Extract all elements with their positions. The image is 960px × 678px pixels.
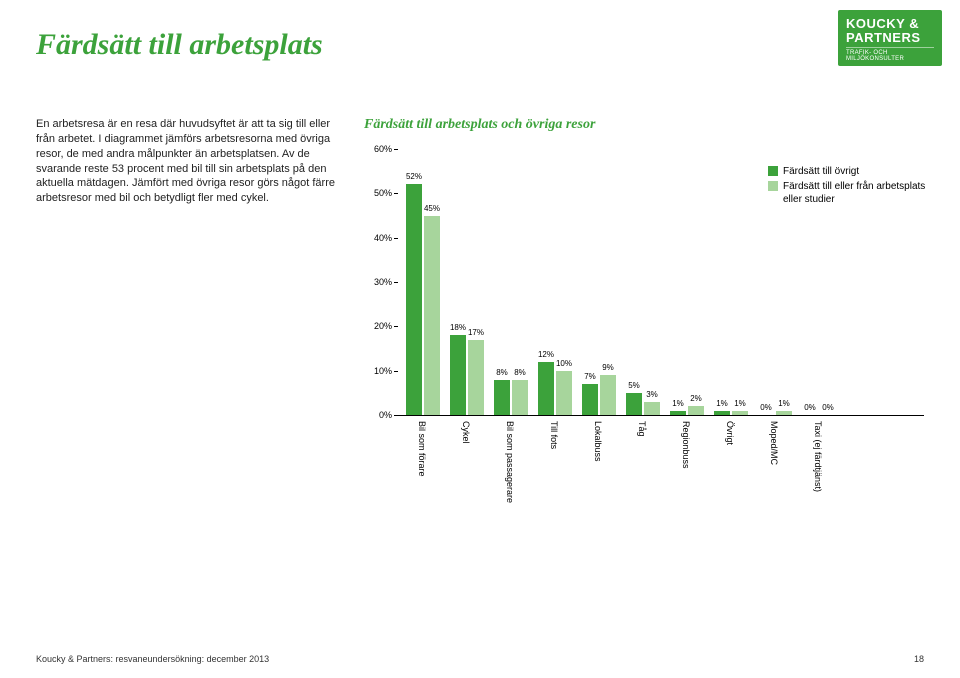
bar-value-label: 7% [578, 372, 602, 381]
chart-legend: Färdsätt till övrigt Färdsätt till eller… [768, 165, 928, 208]
category-label: Till fots [549, 421, 559, 449]
bar-value-label: 8% [508, 368, 532, 377]
legend-item: Färdsätt till övrigt [768, 165, 928, 178]
y-tick-mark [394, 282, 398, 283]
bar: 45% [424, 216, 440, 416]
y-tick-label: 30% [364, 277, 392, 287]
category-label: Moped/MC [769, 421, 779, 465]
bar: 3% [644, 402, 660, 415]
page-title: Färdsätt till arbetsplats [36, 28, 924, 61]
legend-item: Färdsätt till eller från arbetsplats ell… [768, 180, 928, 206]
category-label: Regionbuss [681, 421, 691, 469]
bar: 12% [538, 362, 554, 415]
chart-column: Färdsätt till arbetsplats och övriga res… [364, 117, 924, 499]
bar-value-label: 45% [420, 204, 444, 213]
y-tick-label: 60% [364, 144, 392, 154]
y-tick-mark [394, 371, 398, 372]
bar-value-label: 12% [534, 350, 558, 359]
category-label: Tåg [637, 421, 647, 437]
bar: 8% [512, 380, 528, 415]
bar-value-label: 5% [622, 381, 646, 390]
chart-title: Färdsätt till arbetsplats och övriga res… [364, 117, 924, 133]
legend-swatch [768, 166, 778, 176]
logo-line3: TRAFIK- OCH MILJÖKONSULTER [846, 47, 934, 62]
bar-value-label: 3% [640, 390, 664, 399]
y-tick-mark [394, 326, 398, 327]
chart-area: 52%45%18%17%8%8%12%10%7%9%5%3%1%2%1%1%0%… [364, 139, 924, 499]
body-text: En arbetsresa är en resa där huvudsyftet… [36, 117, 340, 206]
bar: 10% [556, 371, 572, 415]
bar: 17% [468, 340, 484, 415]
bar-value-label: 2% [684, 394, 708, 403]
footer-left: Koucky & Partners: resvaneundersökning: … [36, 654, 269, 664]
legend-label: Färdsätt till eller från arbetsplats ell… [783, 180, 928, 206]
bar: 18% [450, 335, 466, 415]
legend-swatch [768, 181, 778, 191]
y-tick-label: 10% [364, 366, 392, 376]
brand-logo: KOUCKY & PARTNERS TRAFIK- OCH MILJÖKONSU… [838, 10, 942, 66]
logo-line2: PARTNERS [846, 30, 934, 45]
category-label: Bil som förare [417, 421, 427, 477]
category-label: Lokalbuss [593, 421, 603, 462]
bar-value-label: 17% [464, 328, 488, 337]
bar: 7% [582, 384, 598, 415]
bar-value-label: 9% [596, 363, 620, 372]
y-tick-mark [394, 149, 398, 150]
chart-baseline [398, 415, 924, 416]
content-columns: En arbetsresa är en resa där huvudsyftet… [36, 117, 924, 499]
bar-value-label: 52% [402, 172, 426, 181]
y-tick-label: 0% [364, 410, 392, 420]
bar-value-label: 10% [552, 359, 576, 368]
bar-value-label: 1% [772, 399, 796, 408]
bar: 52% [406, 184, 422, 415]
y-tick-mark [394, 193, 398, 194]
y-tick-label: 40% [364, 233, 392, 243]
legend-label: Färdsätt till övrigt [783, 165, 859, 178]
y-tick-label: 50% [364, 188, 392, 198]
y-tick-mark [394, 238, 398, 239]
bar: 2% [688, 406, 704, 415]
logo-line1: KOUCKY & [846, 16, 934, 31]
bar-value-label: 0% [816, 403, 840, 412]
category-label: Cykel [461, 421, 471, 444]
category-label: Taxi (ej färdtjänst) [813, 421, 823, 492]
y-tick-label: 20% [364, 321, 392, 331]
bar: 8% [494, 380, 510, 415]
bar: 9% [600, 375, 616, 415]
footer-page-number: 18 [914, 654, 924, 664]
page-footer: Koucky & Partners: resvaneundersökning: … [36, 654, 924, 664]
body-column: En arbetsresa är en resa där huvudsyftet… [36, 117, 340, 499]
bar-value-label: 1% [728, 399, 752, 408]
category-label: Övrigt [725, 421, 735, 445]
category-label: Bil som passagerare [505, 421, 515, 503]
page-root: KOUCKY & PARTNERS TRAFIK- OCH MILJÖKONSU… [0, 0, 960, 678]
